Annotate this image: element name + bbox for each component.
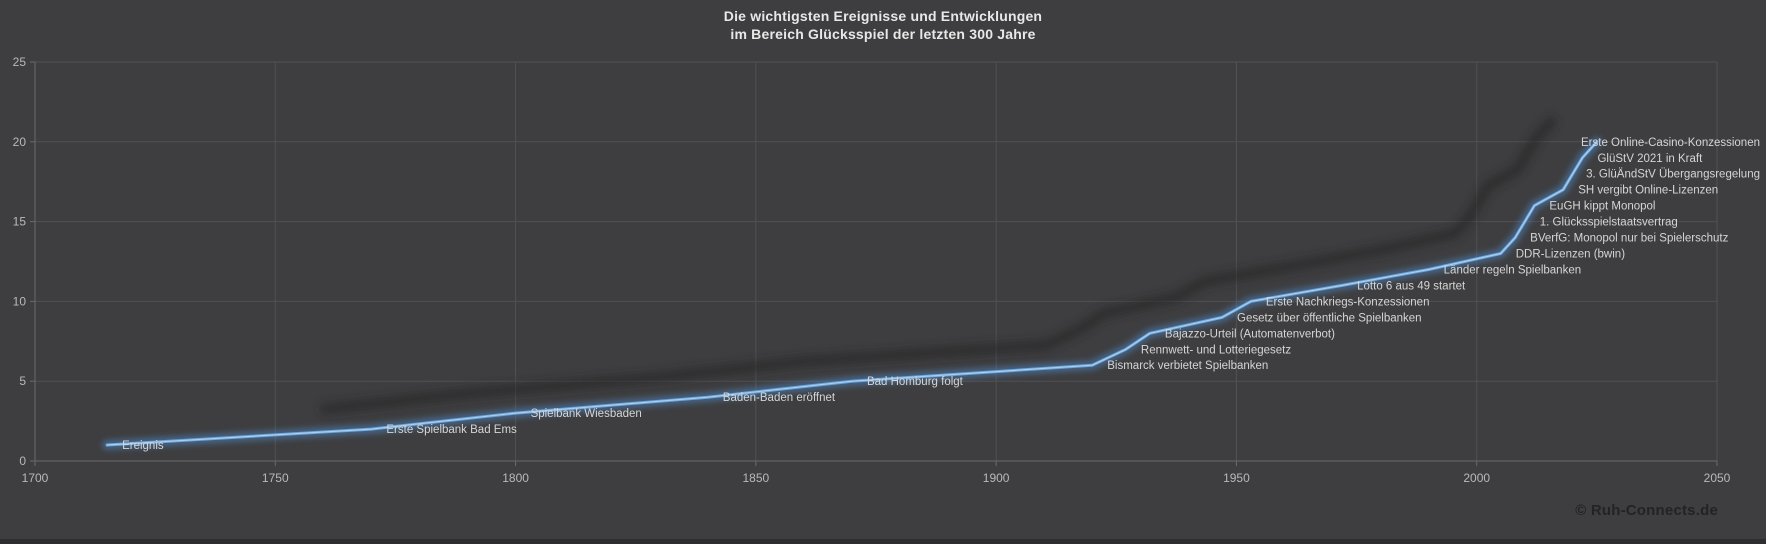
point-label: Gesetz über öffentliche Spielbanken [1237,312,1422,324]
series-line [105,140,1599,447]
point-label: Rennwett- und Lotteriegesetz [1141,344,1291,356]
y-tick-label: 25 [13,55,27,69]
series-shadow [319,116,1557,415]
point-label: Lotto 6 aus 49 startet [1357,280,1466,292]
point-label: Erste Online-Casino-Konzessionen [1581,137,1760,149]
x-tick-label: 1950 [1223,471,1250,485]
chart-title-line-2: im Bereich Glücksspiel der letzten 300 J… [730,26,1036,42]
x-tick-label: 2000 [1463,471,1490,485]
x-tick-label: 1900 [983,471,1010,485]
point-label: Bajazzo-Urteil (Automatenverbot) [1165,328,1335,340]
point-label: Spielbank Wiesbaden [531,408,642,420]
x-tick-label: 2050 [1704,471,1731,485]
point-label: Ereignis [122,440,164,452]
x-tick-label: 1800 [502,471,529,485]
point-label: 1. Glücksspielstaatsvertrag [1540,217,1678,229]
y-tick-label: 5 [19,374,26,388]
point-label: 3. GlüÄndStV Übergangsregelung [1586,169,1760,181]
series-line-highlight [106,141,1598,446]
x-tick-label: 1750 [262,471,289,485]
point-label: Bad Homburg folgt [867,376,964,388]
point-label: Erste Spielbank Bad Ems [386,424,517,436]
point-label: Länder regeln Spielbanken [1444,264,1581,276]
y-tick-label: 0 [19,454,26,468]
series-glow [102,136,1602,450]
x-tick-label: 1850 [743,471,770,485]
chart-title: Die wichtigsten Ereignisse und Entwicklu… [0,7,1766,43]
point-label: BVerfG: Monopol nur bei Spielerschutz [1530,233,1728,245]
y-tick-label: 10 [13,294,27,308]
footer-strip [0,539,1766,544]
point-label: Baden-Baden eröffnet [723,392,836,404]
chart-title-line-1: Die wichtigsten Ereignisse und Entwicklu… [723,8,1043,24]
x-tick-label: 1700 [22,471,49,485]
point-label: GlüStV 2021 in Kraft [1597,153,1703,165]
copyright-text: © Ruh-Connects.de [1575,502,1718,519]
point-label: EuGH kippt Monopol [1549,201,1655,213]
point-label: SH vergibt Online-Lizenzen [1578,185,1718,197]
point-label: Erste Nachkriegs-Konzessionen [1266,296,1430,308]
y-tick-label: 15 [13,215,27,229]
y-tick-label: 20 [13,135,27,149]
point-label: Bismarck verbietet Spielbanken [1107,360,1268,372]
point-label: DDR-Lizenzen (bwin) [1516,249,1625,261]
